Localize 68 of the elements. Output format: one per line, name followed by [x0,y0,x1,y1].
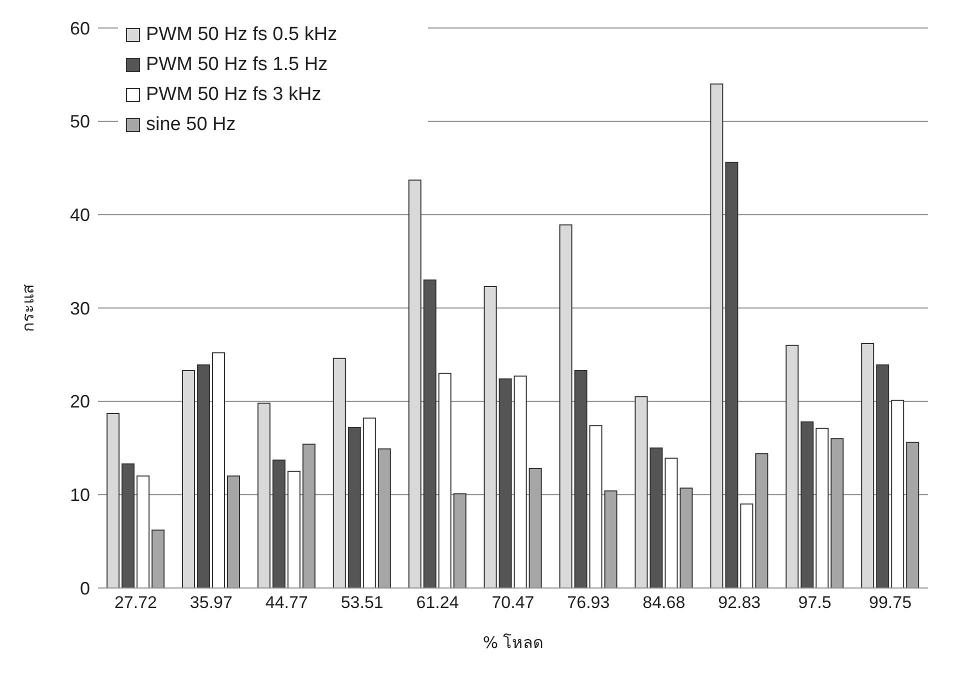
bar [816,428,829,588]
bar [891,400,904,588]
x-tick-label: 44.77 [265,593,308,612]
bar [362,418,376,588]
bar [438,372,452,588]
bar [302,444,316,588]
bar [122,463,135,588]
bar [634,396,648,588]
bar [680,488,693,588]
bar [378,448,391,588]
bar [408,180,422,588]
bar [272,460,286,588]
bar [604,490,618,588]
bar [589,425,602,588]
bar [152,530,165,588]
bar [786,344,799,588]
y-tick-label: 40 [70,205,90,226]
y-tick-label: 30 [70,298,90,318]
bar [664,458,678,588]
x-tick-label: 70.47 [492,593,534,612]
bar [725,162,738,588]
bar [423,280,436,588]
bar [876,364,890,588]
bar [740,504,754,588]
y-tick-label: 60 [70,18,90,38]
bar [257,402,270,588]
legend-label: PWM 50 Hz fs 0.5 kHz [146,23,338,47]
y-tick-label: 50 [70,112,90,132]
bar [755,453,768,588]
x-tick-label: 84.68 [642,593,686,612]
bar [528,468,542,588]
bar [136,476,150,588]
y-axis-title: กระแส [18,284,38,332]
bar [212,352,226,588]
y-tick-label: 0 [80,578,90,598]
x-tick-label: 97.5 [798,593,832,612]
x-tick-label: 53.51 [340,593,384,612]
x-tick-label: 27.72 [114,593,157,612]
x-axis-title: % โหลด [482,633,544,652]
bar [800,421,814,588]
x-tick-label: 92.83 [718,593,761,612]
bar [710,84,724,588]
x-tick-label: 76.93 [567,593,610,612]
x-tick-label: 61.24 [416,593,459,612]
y-tick-label: 10 [70,485,90,506]
bar [830,438,844,588]
bar [559,224,572,588]
bar [484,286,497,588]
bar [453,493,466,588]
bar [106,412,120,588]
bar [332,358,346,588]
x-tick-label: 99.75 [869,593,912,612]
legend-label: PWM 50 Hz fs 1.5 Hz [146,53,328,77]
bar [498,378,512,588]
bar [906,442,920,588]
bar [287,470,300,588]
legend-label: sine 50 Hz [146,113,236,137]
bar [197,364,210,588]
bar [650,448,663,588]
y-tick-label: 20 [70,392,90,412]
bar [227,476,240,588]
bar [348,426,361,588]
bar [514,376,527,588]
bar [574,370,588,588]
bar [182,370,196,588]
x-tick-label: 35.97 [190,593,232,612]
bar [861,342,874,588]
legend-label: PWM 50 Hz fs 3 kHz [146,83,322,107]
